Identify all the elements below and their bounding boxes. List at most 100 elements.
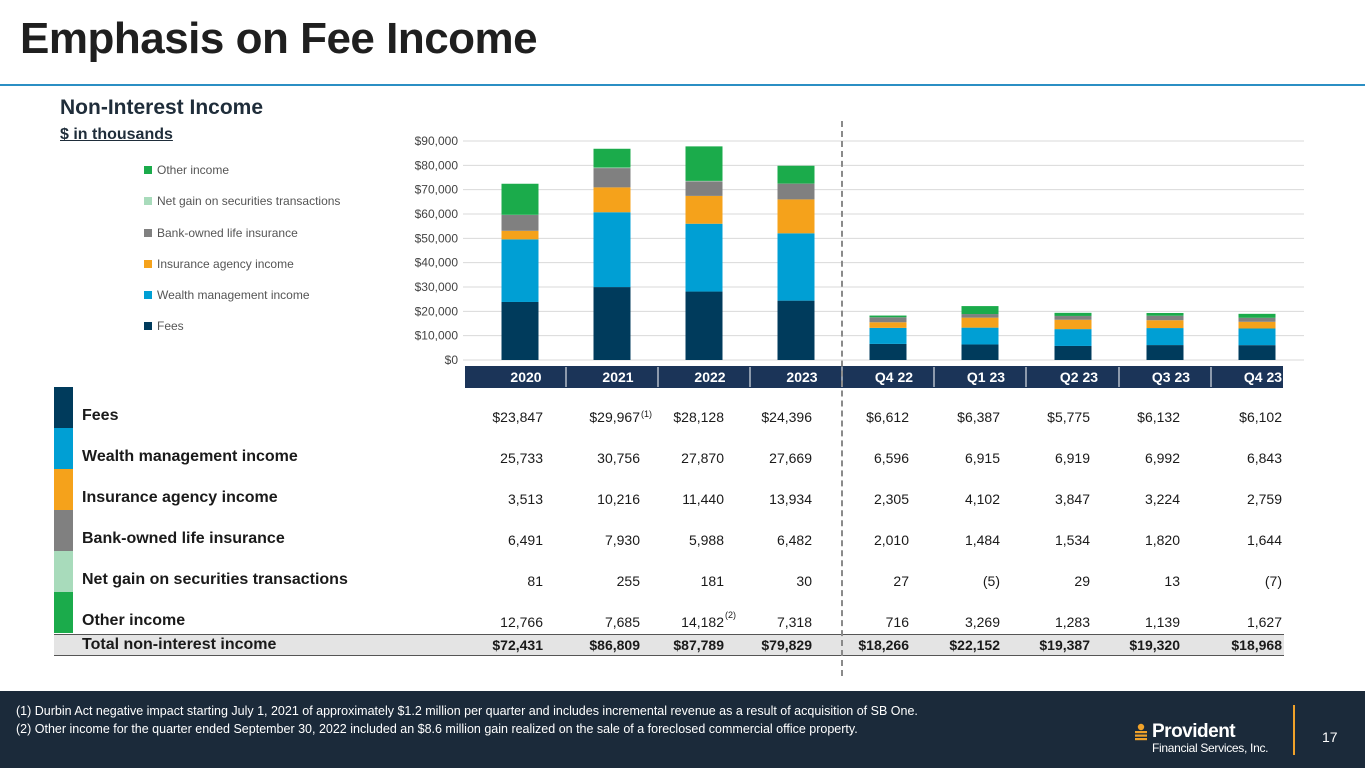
legend-label: Bank-owned life insurance: [157, 225, 298, 240]
table-cell: 30: [796, 573, 812, 589]
y-tick-label: $30,000: [415, 280, 459, 294]
table-cell: 1,534: [1054, 532, 1090, 548]
bar-wealth: [1054, 329, 1092, 346]
row-label: Insurance agency income: [82, 489, 278, 506]
total-cell: $18,266: [858, 637, 909, 653]
bar-wealth: [593, 212, 631, 288]
bar-other: [1054, 312, 1092, 316]
x-tick-label: 2020: [510, 369, 541, 385]
row-color-band: [54, 510, 73, 551]
logo-divider: [1293, 705, 1295, 755]
legend-item-fees: Fees: [144, 319, 340, 350]
bar-other: [593, 148, 631, 168]
legend-swatch: [144, 166, 152, 174]
y-tick-label: $10,000: [415, 329, 459, 343]
table-cell: $23,847: [492, 409, 543, 425]
footer: [0, 691, 1365, 768]
bar-insurance: [869, 322, 907, 328]
y-tick-label: $80,000: [415, 158, 459, 172]
bar-wealth: [685, 223, 723, 292]
row-label: Bank-owned life insurance: [82, 530, 285, 547]
table-cell: (7): [1264, 573, 1282, 589]
legend-item-other: Other income: [144, 163, 340, 194]
table-cell: 3,513: [507, 491, 543, 507]
total-cell: $87,789: [673, 637, 724, 653]
x-tick-label: 2021: [602, 369, 633, 385]
bar-other: [869, 315, 907, 318]
table-cell: 6,919: [1054, 450, 1090, 466]
row-label: Net gain on securities transactions: [82, 571, 348, 588]
total-cell: $79,829: [761, 637, 812, 653]
bar-boli: [961, 314, 999, 318]
table-cell: 25,733: [500, 450, 543, 466]
bar-wealth: [961, 327, 999, 345]
legend-label: Fees: [157, 319, 184, 334]
footnote-marker: (2): [725, 610, 736, 620]
stacked-bar-chart: $0 $10,000 $20,000 $30,000 $40,000 $50,000 $60…: [415, 134, 1304, 388]
table-cell: 3,847: [1054, 491, 1090, 507]
bar-wealth: [501, 239, 539, 302]
legend-swatch: [144, 291, 152, 300]
bar-securities: [593, 167, 631, 169]
y-tick-label: $70,000: [415, 183, 459, 197]
footnote-marker: (1): [641, 409, 652, 419]
table-cell: 1,820: [1144, 532, 1180, 548]
bar-other: [501, 183, 539, 215]
legend-label: Wealth management income: [157, 288, 310, 303]
total-cell: $19,387: [1039, 637, 1090, 653]
table-cell: $6,387: [957, 409, 1000, 425]
table-cell: 27,870: [681, 450, 724, 466]
legend-item-insurance: Insurance agency income: [144, 257, 340, 288]
bar-insurance: [501, 230, 539, 240]
x-tick-label: 2023: [786, 369, 817, 385]
row-color-band: [54, 428, 73, 469]
row-label: Fees: [82, 407, 119, 424]
table-cell: 7,318: [776, 614, 812, 630]
table-cell: 27: [893, 573, 909, 589]
table-cell: 6,596: [873, 450, 909, 466]
table-cell: 7,930: [604, 532, 640, 548]
table-cell: 10,216: [597, 491, 640, 507]
chart-subtitle: Non-Interest Income: [60, 96, 264, 119]
bar-insurance: [777, 199, 815, 234]
total-cell: $72,431: [492, 637, 543, 653]
legend-swatch: [144, 322, 152, 331]
total-row-label: Total non-interest income: [82, 636, 277, 653]
table-cell: 1,627: [1246, 614, 1282, 630]
total-cell: $86,809: [589, 637, 640, 653]
bar-other: [685, 146, 723, 181]
legend-swatch: [144, 228, 152, 237]
table-cell: $6,612: [866, 409, 909, 425]
bar-insurance: [1054, 319, 1092, 330]
table-cell: 2,305: [873, 491, 909, 507]
table-cell: 181: [700, 573, 724, 589]
x-tick-label: Q1 23: [967, 369, 1005, 385]
logo-subtitle: Financial Services, Inc.: [1152, 741, 1269, 755]
total-cell: $22,152: [949, 637, 1000, 653]
legend-item-securities: Net gain on securities transactions: [144, 194, 340, 225]
page-title: Emphasis on Fee Income: [20, 14, 538, 63]
title-rule: [0, 84, 1365, 86]
legend-label: Insurance agency income: [157, 256, 294, 271]
x-tick-label: 2022: [694, 369, 725, 385]
bar-boli: [1238, 317, 1276, 322]
table-cell: 1,283: [1054, 614, 1090, 630]
table-cell: (5): [982, 573, 1000, 589]
y-tick-label: $60,000: [415, 207, 459, 221]
table-cell: $29,967: [589, 409, 640, 425]
legend-item-wealth: Wealth management income: [144, 288, 340, 319]
table-cell: 7,685: [604, 614, 640, 630]
total-cell: $18,968: [1231, 637, 1282, 653]
x-tick-label: Q4 23: [1244, 369, 1282, 385]
table-cell: $6,132: [1137, 409, 1180, 425]
legend-item-boli: Bank-owned life insurance: [144, 226, 340, 257]
bar-wealth: [1238, 328, 1276, 346]
bar-fees: [777, 300, 815, 360]
table-cell: 3,269: [964, 614, 1000, 630]
table-cell: 30,756: [597, 450, 640, 466]
x-tick-label: Q2 23: [1060, 369, 1098, 385]
y-tick-label: $20,000: [415, 304, 459, 318]
footnote-1: (1) Durbin Act negative impact starting …: [16, 704, 918, 718]
total-row: [54, 634, 1284, 656]
table-cell: 3,224: [1144, 491, 1180, 507]
